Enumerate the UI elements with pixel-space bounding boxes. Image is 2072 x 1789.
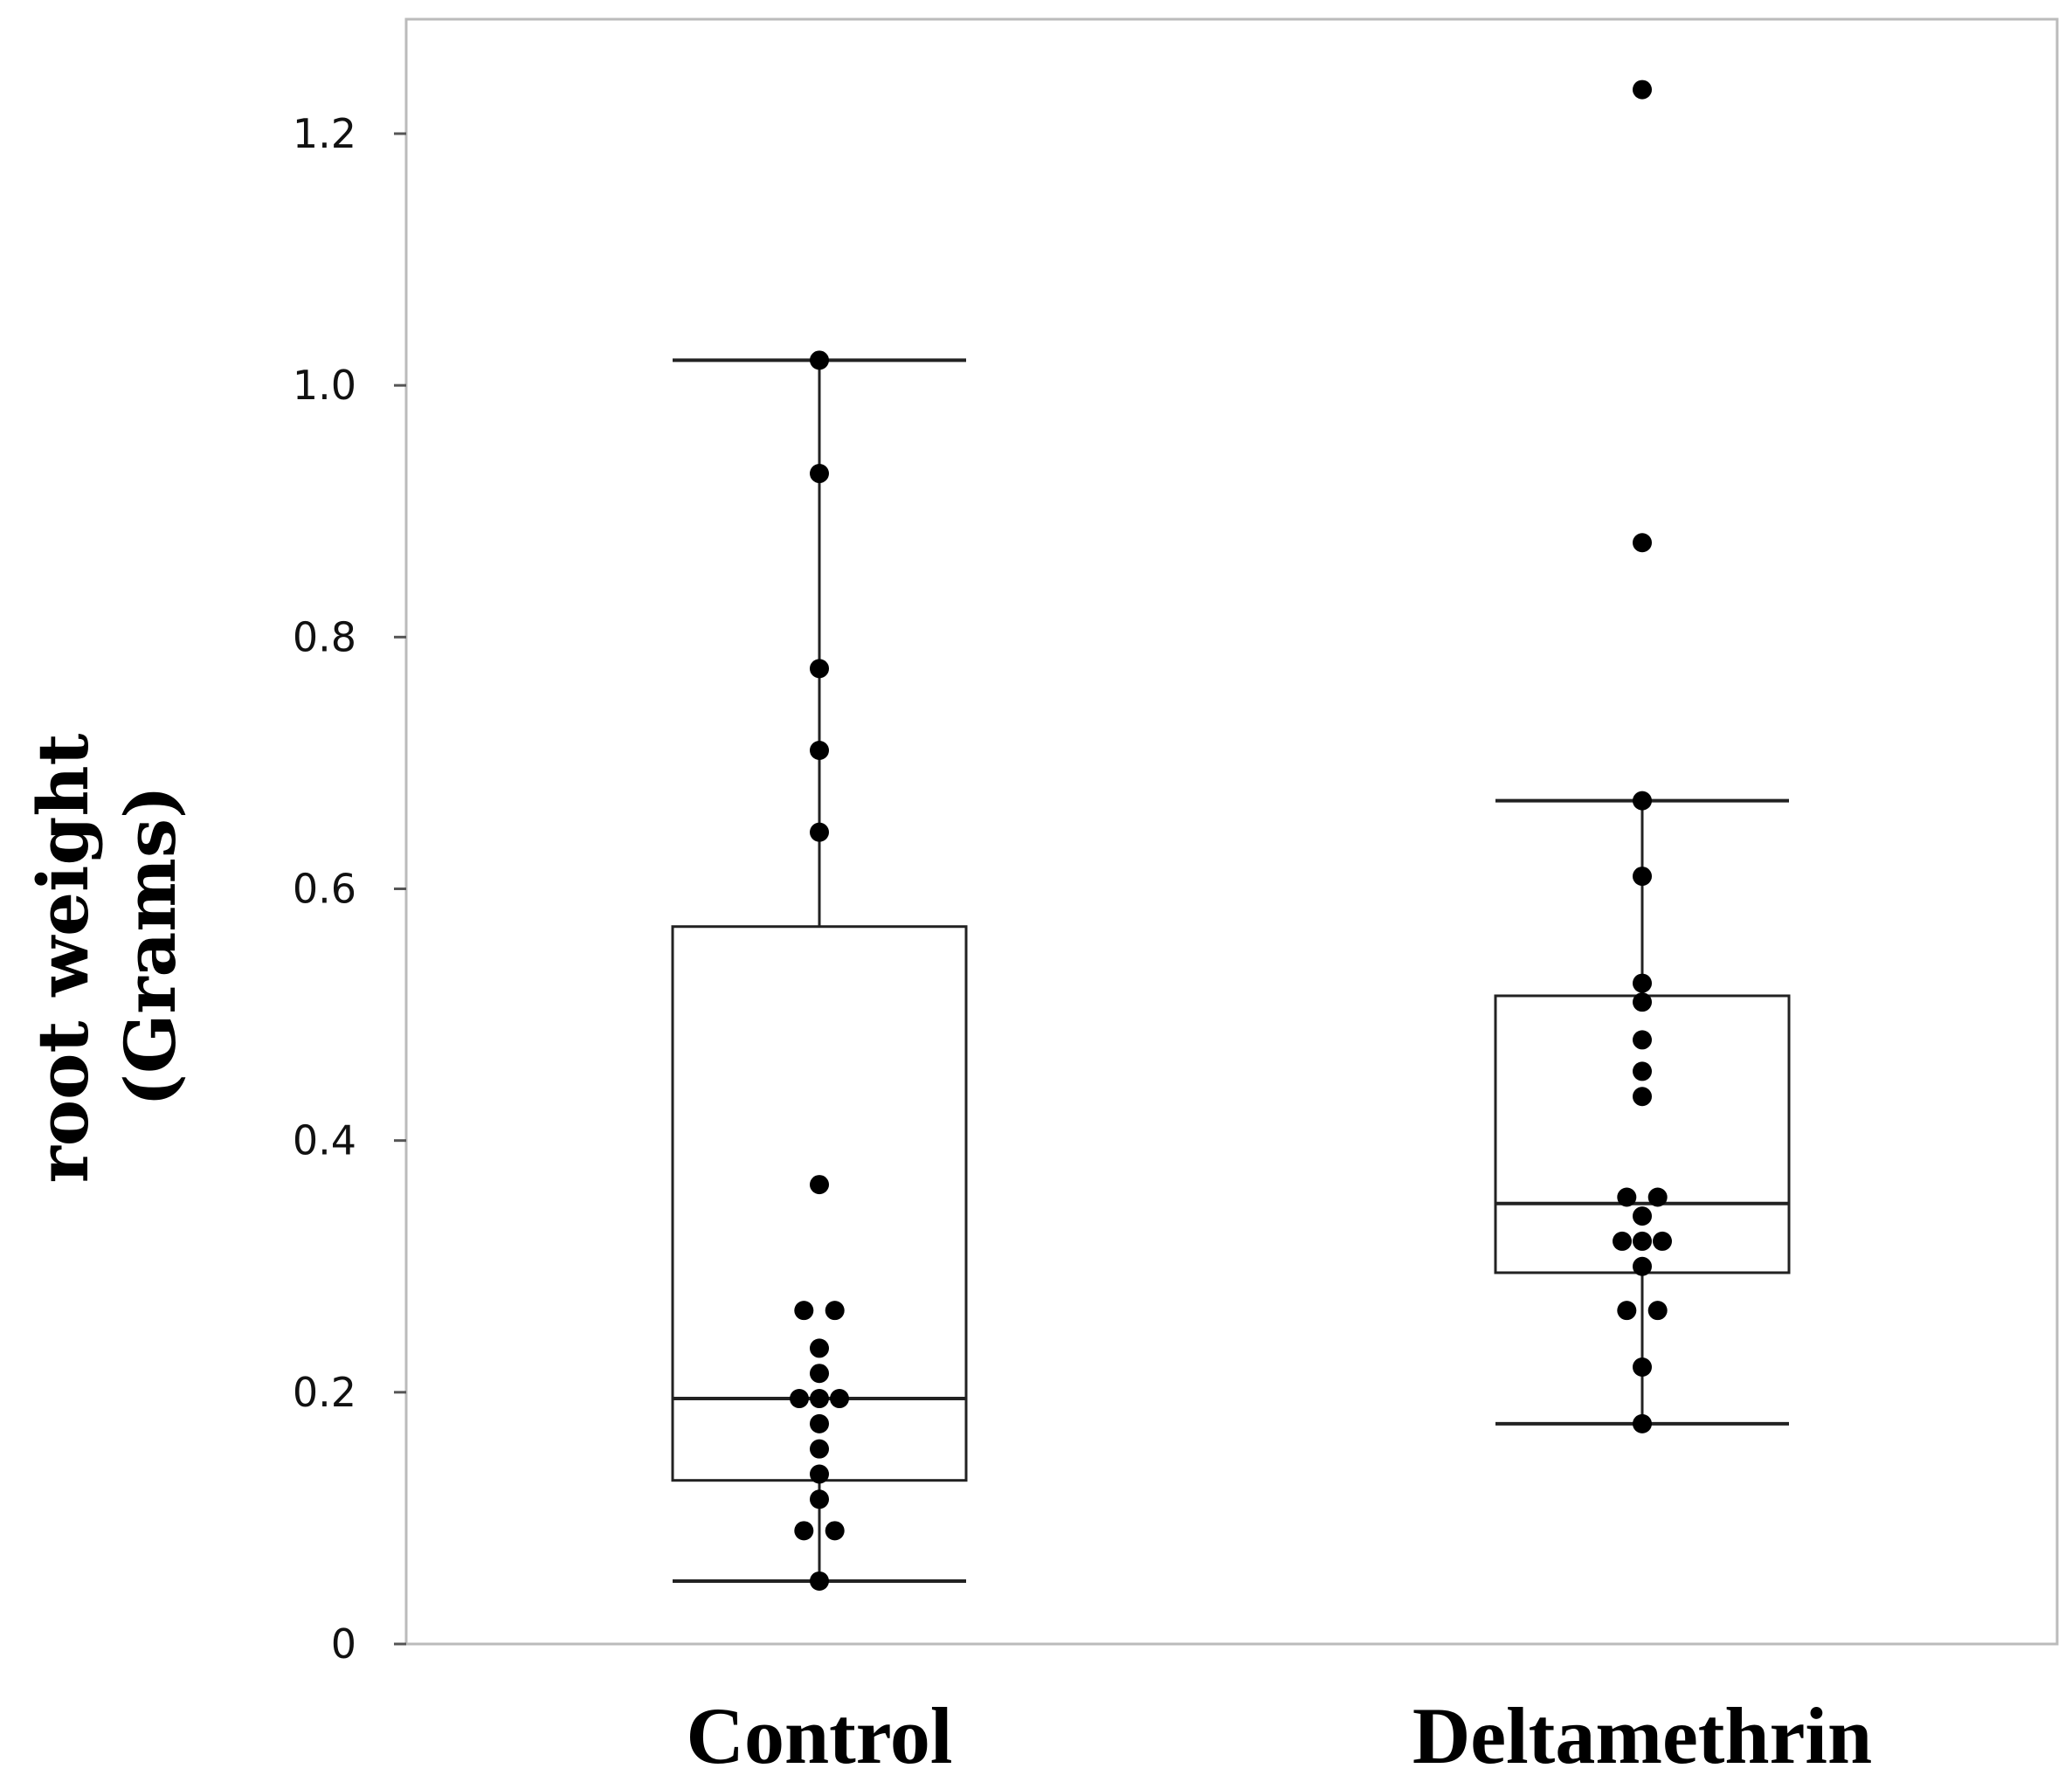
data-point bbox=[810, 822, 829, 842]
data-point bbox=[1633, 1357, 1652, 1378]
data-point bbox=[790, 1389, 809, 1409]
data-point bbox=[810, 1571, 829, 1591]
data-point bbox=[1647, 1301, 1668, 1321]
y-tick-label: 0 bbox=[331, 1620, 356, 1668]
data-point bbox=[794, 1301, 814, 1321]
y-axis-title-line-2: (Grams) bbox=[109, 785, 191, 1107]
data-point bbox=[810, 464, 829, 484]
data-point bbox=[1633, 973, 1652, 993]
data-point bbox=[830, 1389, 849, 1409]
data-point bbox=[1617, 1187, 1637, 1207]
data-point bbox=[810, 1338, 829, 1358]
x-axis-categories: Control Deltamethrin bbox=[687, 1691, 1873, 1780]
data-point bbox=[810, 1413, 829, 1433]
data-point bbox=[1647, 1187, 1668, 1207]
data-point bbox=[794, 1521, 814, 1541]
x-category-label: Deltamethrin bbox=[1412, 1691, 1872, 1780]
y-tick-label: 0.2 bbox=[293, 1369, 356, 1416]
data-point bbox=[810, 1175, 829, 1195]
data-point bbox=[1633, 992, 1652, 1012]
y-axis-title: root weight (Grams) bbox=[22, 709, 191, 1184]
y-axis-title-line-1: root weight bbox=[22, 733, 104, 1183]
data-point bbox=[810, 1439, 829, 1459]
data-point bbox=[1633, 1206, 1652, 1226]
data-point bbox=[1653, 1231, 1672, 1251]
data-point bbox=[810, 350, 829, 370]
plot-frame bbox=[404, 17, 2059, 1646]
data-point bbox=[1633, 1061, 1652, 1081]
y-tick-label: 0.8 bbox=[293, 613, 356, 660]
data-point bbox=[1633, 1030, 1652, 1050]
data-point bbox=[1633, 533, 1652, 553]
data-point bbox=[1633, 867, 1652, 887]
data-point bbox=[1633, 79, 1652, 100]
data-point bbox=[1633, 1256, 1652, 1276]
iqr-box bbox=[671, 925, 968, 1482]
data-point bbox=[1633, 1087, 1652, 1107]
data-point bbox=[810, 1489, 829, 1509]
data-point bbox=[810, 1464, 829, 1484]
data-point bbox=[1633, 791, 1652, 811]
data-point bbox=[810, 741, 829, 761]
data-point bbox=[1617, 1301, 1637, 1321]
y-tick-label: 0.4 bbox=[293, 1117, 356, 1164]
data-point bbox=[810, 1364, 829, 1384]
y-tick-label: 0.6 bbox=[293, 866, 356, 913]
plot-border bbox=[404, 17, 2059, 1646]
box-groups bbox=[671, 79, 1791, 1591]
data-point bbox=[1613, 1231, 1632, 1251]
y-tick-label: 1.2 bbox=[293, 110, 356, 157]
box-group-deltamethrin bbox=[1494, 79, 1791, 1433]
data-point bbox=[810, 1389, 829, 1409]
box-group-control bbox=[671, 350, 968, 1591]
data-point bbox=[825, 1301, 845, 1321]
y-tick-label: 1.0 bbox=[293, 362, 356, 409]
data-point bbox=[1633, 1413, 1652, 1433]
y-axis: 0 0.2 0.4 0.6 0.8 1.0 1.2 bbox=[293, 110, 406, 1668]
data-point bbox=[825, 1521, 845, 1541]
data-point bbox=[810, 659, 829, 679]
x-category-label: Control bbox=[687, 1691, 953, 1780]
data-point bbox=[1633, 1231, 1652, 1251]
